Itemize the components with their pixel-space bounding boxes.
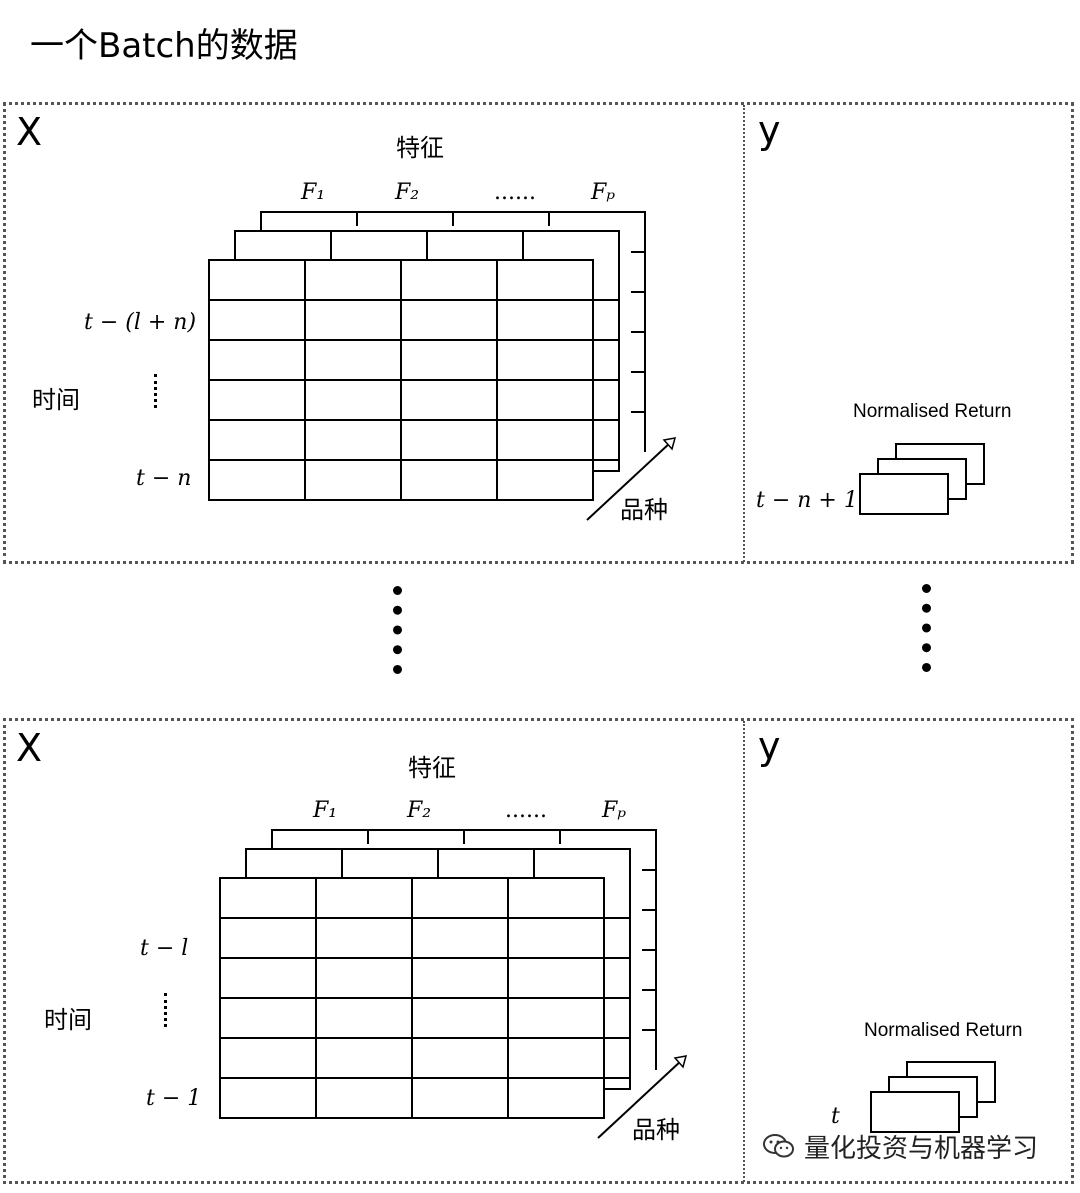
- feature-col-ellipsis: ......: [494, 180, 536, 205]
- feature-label-1: 特征: [396, 134, 444, 162]
- batch-ellipsis-x: [393, 586, 402, 674]
- x-label-1: X: [16, 110, 43, 154]
- asset-label-2: 品种: [632, 1116, 680, 1144]
- batch-panel-2: [3, 718, 1074, 1184]
- page-title: 一个Batch的数据: [30, 26, 298, 66]
- asset-arrow-head: [662, 437, 677, 451]
- y-title-1: Normalised Return: [853, 401, 1012, 422]
- vertical-ellipsis-1: [154, 374, 161, 408]
- row-label-bottom-2: t − 1: [146, 1086, 202, 1111]
- y-time-2: t: [831, 1104, 840, 1129]
- time-label-1: 时间: [32, 386, 80, 414]
- y-layer-1: [870, 1091, 960, 1133]
- panel-divider-1: [743, 105, 745, 562]
- y-title-2: Normalised Return: [864, 1020, 1023, 1041]
- y-layer-1: [859, 473, 949, 515]
- feature-col-2: F₂: [395, 180, 420, 205]
- wechat-icon: [762, 1132, 796, 1167]
- feature-col-1-b: F₁: [313, 798, 338, 823]
- row-label-top-1: t − (l + n): [84, 310, 197, 335]
- feature-col-2-b: F₂: [407, 798, 432, 823]
- panel-divider-2: [743, 721, 745, 1182]
- watermark-text: 量化投资与机器学习: [804, 1134, 1039, 1164]
- asset-arrow: [597, 1059, 683, 1139]
- feature-col-p-b: Fₚ: [602, 798, 627, 823]
- watermark: 量化投资与机器学习: [762, 1128, 1038, 1167]
- vertical-ellipsis-2: [164, 993, 171, 1027]
- feature-col-1: F₁: [301, 180, 326, 205]
- time-label-2: 时间: [44, 1006, 92, 1034]
- x-label-2: X: [16, 726, 43, 770]
- asset-arrow-head: [673, 1055, 688, 1069]
- feature-col-ellipsis-b: ......: [505, 798, 547, 823]
- y-label-1: y: [758, 108, 781, 152]
- feature-label-2: 特征: [408, 754, 456, 782]
- asset-arrow: [586, 441, 672, 521]
- row-label-top-2: t − l: [140, 936, 189, 961]
- y-time-1: t − n + 1: [756, 488, 858, 513]
- row-label-bottom-1: t − n: [136, 466, 192, 491]
- batch-panel-1: [3, 102, 1074, 564]
- asset-label-1: 品种: [620, 496, 668, 524]
- y-label-2: y: [758, 724, 781, 768]
- batch-ellipsis-y: [922, 584, 931, 672]
- feature-col-p: Fₚ: [591, 180, 616, 205]
